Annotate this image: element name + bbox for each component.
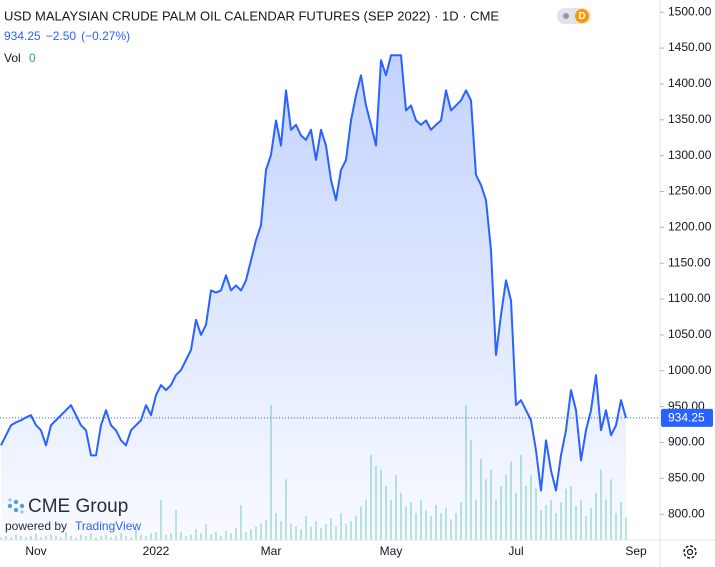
logo-dot (7, 503, 13, 509)
logo-dot (19, 503, 25, 509)
logo-dot (13, 507, 19, 513)
volume-label: Vol (4, 51, 21, 65)
price-line (0, 54, 627, 492)
toggle-dot (563, 13, 569, 19)
y-tick-label: 1450.00 (668, 40, 712, 54)
y-tick-label: 1300.00 (668, 148, 712, 162)
axes: 800.00850.00900.00950.001000.001050.0011… (25, 4, 713, 558)
y-tick-label: 900.00 (668, 435, 705, 449)
logo-dot (8, 498, 12, 502)
y-tick-label: 1050.00 (668, 327, 712, 341)
badge (575, 9, 589, 23)
x-tick-label: May (380, 544, 403, 558)
x-tick-label: Mar (261, 544, 282, 558)
plot-area (0, 54, 660, 541)
x-tick-label: Jul (508, 544, 523, 558)
x-tick-label: 2022 (143, 544, 170, 558)
volume-value: 0 (29, 51, 36, 65)
gear-outer (683, 545, 697, 559)
x-tick-label: Sep (625, 544, 647, 558)
y-tick-label: 1350.00 (668, 112, 712, 126)
y-tick-label: 1150.00 (668, 255, 711, 269)
chart-title: USD MALAYSIAN CRUDE PALM OIL CALENDAR FU… (4, 8, 499, 23)
logo-dot (20, 510, 24, 514)
area-fill (1, 55, 626, 541)
gear-inner (686, 548, 694, 556)
logo-text: CME Group (28, 496, 128, 517)
y-tick-label: 1000.00 (668, 363, 712, 377)
logo-dot (13, 499, 19, 505)
y-tick-label: 850.00 (668, 470, 705, 484)
powered-by: powered by (5, 519, 67, 533)
last-price-tag-label: 934.25 (668, 411, 705, 425)
last-price: 934.25 (4, 29, 41, 43)
x-tick-label: Nov (25, 544, 46, 558)
y-tick-label: 1250.00 (668, 184, 712, 198)
powered-brand: TradingView (75, 519, 141, 533)
change-percent: (−0.27%) (81, 29, 130, 43)
y-tick-label: 1200.00 (668, 220, 712, 234)
y-tick-label: 1100.00 (668, 291, 711, 305)
y-tick-label: 1400.00 (668, 76, 712, 90)
badge-label: D (578, 11, 585, 22)
y-tick-label: 800.00 (668, 506, 705, 520)
change: −2.50 (46, 29, 77, 43)
settings-icon[interactable] (683, 545, 697, 559)
last-price-tag (661, 408, 713, 427)
logo[interactable]: CME Group powered by TradingView (5, 496, 141, 533)
y-tick-label: 1500.00 (668, 4, 712, 18)
